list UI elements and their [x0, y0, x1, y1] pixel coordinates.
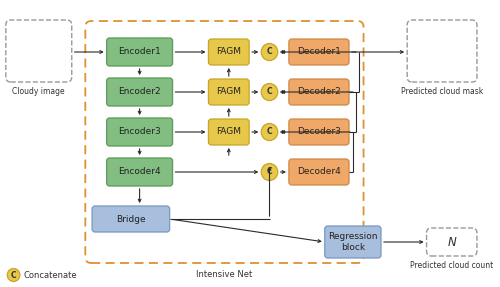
FancyBboxPatch shape	[106, 78, 172, 106]
Text: Regression
block: Regression block	[328, 232, 378, 252]
FancyBboxPatch shape	[106, 118, 172, 146]
Text: Predicted cloud mask: Predicted cloud mask	[401, 87, 483, 96]
Text: Decoder1: Decoder1	[297, 48, 341, 57]
Circle shape	[262, 44, 278, 61]
Circle shape	[262, 164, 278, 181]
Text: Encoder2: Encoder2	[118, 88, 161, 96]
Text: Decoder4: Decoder4	[297, 168, 341, 177]
FancyBboxPatch shape	[106, 38, 172, 66]
Text: Concatenate: Concatenate	[24, 271, 77, 280]
Text: FAGM: FAGM	[216, 127, 242, 137]
FancyBboxPatch shape	[6, 20, 71, 82]
Text: Decoder2: Decoder2	[297, 88, 341, 96]
FancyBboxPatch shape	[208, 79, 249, 105]
FancyBboxPatch shape	[106, 158, 172, 186]
Text: C: C	[266, 168, 272, 177]
Text: C: C	[266, 88, 272, 96]
Text: Predicted cloud count: Predicted cloud count	[410, 261, 494, 270]
Text: Encoder1: Encoder1	[118, 48, 161, 57]
Text: C: C	[266, 127, 272, 137]
FancyBboxPatch shape	[289, 159, 349, 185]
Text: C: C	[11, 271, 16, 280]
Text: Intensive Net: Intensive Net	[196, 270, 252, 279]
FancyBboxPatch shape	[407, 20, 477, 82]
Text: FAGM: FAGM	[216, 48, 242, 57]
Circle shape	[8, 269, 20, 282]
FancyBboxPatch shape	[289, 39, 349, 65]
FancyBboxPatch shape	[289, 79, 349, 105]
FancyBboxPatch shape	[289, 119, 349, 145]
FancyBboxPatch shape	[208, 39, 249, 65]
Circle shape	[262, 84, 278, 100]
Text: Decoder3: Decoder3	[297, 127, 341, 137]
Text: Cloudy image: Cloudy image	[12, 87, 65, 96]
Text: Encoder4: Encoder4	[118, 168, 161, 177]
Text: C: C	[266, 48, 272, 57]
Text: FAGM: FAGM	[216, 88, 242, 96]
FancyBboxPatch shape	[92, 206, 170, 232]
FancyBboxPatch shape	[426, 228, 477, 256]
Circle shape	[262, 123, 278, 141]
FancyBboxPatch shape	[325, 226, 381, 258]
Text: Encoder3: Encoder3	[118, 127, 161, 137]
FancyBboxPatch shape	[208, 119, 249, 145]
Text: N: N	[448, 236, 456, 249]
Text: Bridge: Bridge	[116, 214, 146, 224]
